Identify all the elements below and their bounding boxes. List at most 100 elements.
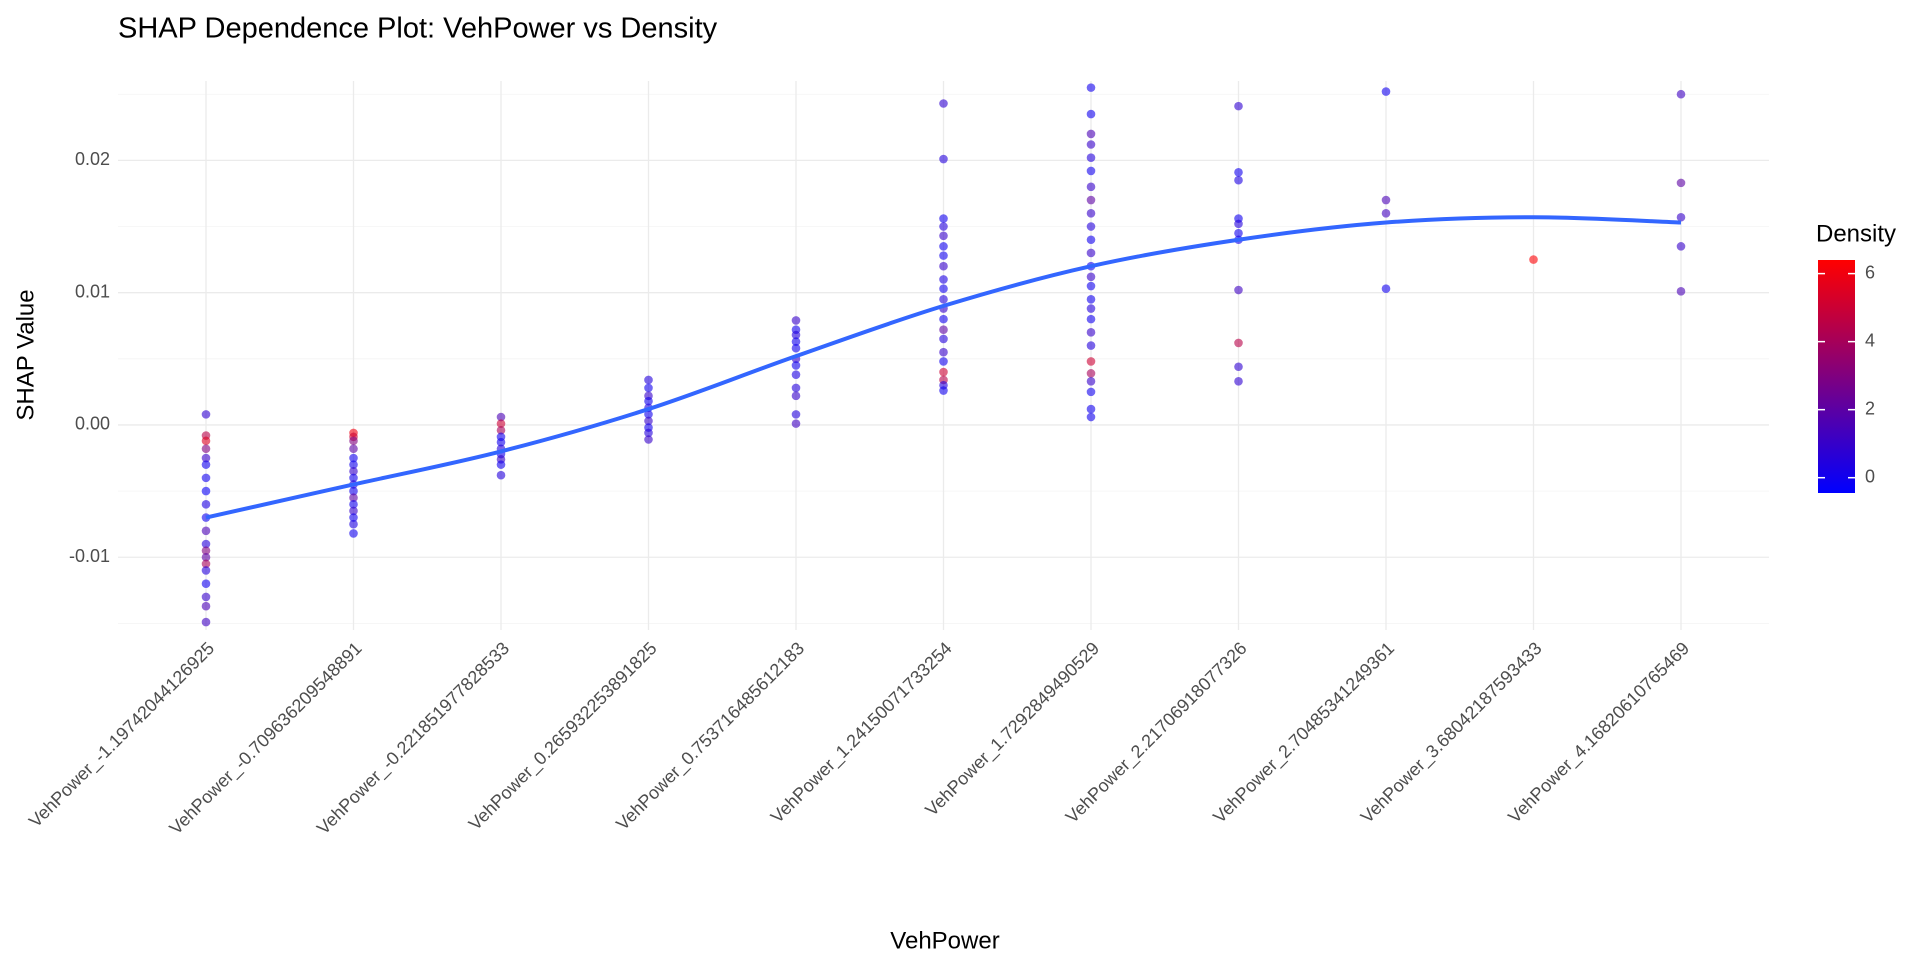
point <box>349 444 358 454</box>
x-axis-label: VehPower <box>890 927 999 954</box>
point <box>1381 195 1391 205</box>
point <box>1381 87 1391 96</box>
point <box>1529 255 1538 264</box>
point <box>1234 101 1243 111</box>
point <box>201 617 211 627</box>
point <box>644 375 653 385</box>
point <box>791 370 801 379</box>
point <box>1676 178 1686 188</box>
point <box>1086 140 1096 149</box>
point <box>349 493 358 503</box>
point <box>939 154 948 164</box>
x-tick-label: VehPower_1.7292849490529 <box>921 638 1104 821</box>
y-tick-label: -0.01 <box>69 546 110 566</box>
point <box>201 579 211 588</box>
x-tick-label: VehPower_4.16820610765469 <box>1504 638 1694 828</box>
point <box>939 325 948 335</box>
point <box>496 419 506 428</box>
point <box>939 214 948 223</box>
point <box>939 357 948 366</box>
point <box>644 410 653 419</box>
point <box>1086 272 1096 282</box>
point <box>349 513 358 522</box>
point <box>939 251 948 260</box>
point <box>1086 328 1096 337</box>
point <box>939 275 948 284</box>
point <box>1086 248 1096 258</box>
point <box>1086 83 1096 92</box>
point <box>1086 195 1096 205</box>
point <box>1381 208 1391 218</box>
point <box>939 367 948 377</box>
point <box>1234 362 1243 372</box>
point <box>349 529 358 538</box>
point <box>791 337 801 346</box>
point <box>1086 109 1096 119</box>
point <box>1234 175 1243 185</box>
point <box>939 231 948 241</box>
point <box>349 453 358 463</box>
point <box>496 460 506 469</box>
point <box>791 391 801 401</box>
point <box>1086 208 1096 218</box>
point <box>939 334 948 344</box>
point <box>201 546 211 555</box>
point <box>1676 287 1686 296</box>
point <box>1086 129 1096 139</box>
point <box>1234 376 1243 386</box>
point <box>1234 228 1243 238</box>
point <box>1086 304 1096 313</box>
point <box>644 383 653 393</box>
point <box>1086 166 1096 176</box>
point <box>201 552 211 562</box>
point <box>939 347 948 357</box>
point <box>349 506 358 516</box>
point <box>939 261 948 271</box>
point <box>201 559 211 569</box>
legend-title: Density <box>1816 220 1896 247</box>
point <box>791 330 801 340</box>
point <box>644 435 653 444</box>
point <box>349 500 358 509</box>
point <box>1086 235 1096 245</box>
point <box>939 294 948 304</box>
point <box>1086 182 1096 192</box>
point <box>1086 222 1096 231</box>
point <box>791 316 801 325</box>
point <box>349 486 358 496</box>
point <box>201 500 211 509</box>
legend-tick-label: 4 <box>1865 330 1875 350</box>
point <box>349 460 358 469</box>
legend-tick-label: 6 <box>1865 262 1875 282</box>
legend-tick-label: 0 <box>1865 466 1875 486</box>
point <box>1234 285 1243 295</box>
point <box>201 601 211 611</box>
point <box>791 343 801 353</box>
point <box>1086 153 1096 163</box>
legend-tick-label: 2 <box>1865 398 1875 418</box>
point <box>496 425 506 435</box>
point <box>1234 338 1243 348</box>
point <box>201 592 211 602</box>
point <box>349 519 358 529</box>
point <box>201 473 211 483</box>
point <box>201 453 211 463</box>
y-tick-label: 0.01 <box>75 281 110 301</box>
point <box>1234 167 1243 177</box>
point <box>1086 281 1096 291</box>
point <box>1086 314 1096 324</box>
colorbar <box>1818 260 1855 493</box>
point <box>201 436 211 446</box>
point <box>1234 219 1243 229</box>
point <box>1086 294 1096 304</box>
point <box>201 526 211 536</box>
point <box>791 419 801 428</box>
smooth-line <box>205 215 1682 520</box>
point <box>1086 387 1096 397</box>
point <box>1086 369 1096 378</box>
y-tick-label: 0.00 <box>75 414 110 434</box>
point <box>644 396 653 406</box>
point <box>349 436 358 446</box>
point <box>939 99 948 108</box>
